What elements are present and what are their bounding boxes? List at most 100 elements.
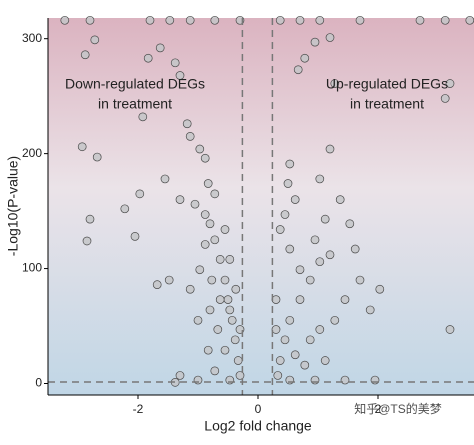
y-tick-label: 300 (22, 31, 42, 45)
point (285, 375, 295, 385)
point (315, 325, 325, 334)
point (340, 375, 350, 385)
y-tick-label: 200 (22, 146, 42, 160)
point (185, 132, 195, 141)
point (275, 356, 285, 365)
point (203, 179, 213, 188)
point (275, 225, 285, 234)
point (300, 53, 310, 63)
point (295, 15, 305, 25)
watermark: 知乎@TS的美梦 (354, 401, 442, 416)
x-tick-label: 2 (375, 402, 382, 416)
y-tick-label: 0 (35, 376, 42, 390)
point (143, 53, 153, 63)
point (210, 366, 220, 376)
point (227, 315, 237, 325)
point (310, 235, 320, 245)
point (315, 257, 325, 267)
point (325, 144, 335, 154)
point (203, 345, 213, 355)
point (345, 219, 355, 229)
point (185, 284, 195, 294)
point (185, 15, 195, 25)
point (205, 219, 215, 229)
point (135, 189, 145, 199)
point (325, 33, 335, 42)
point (320, 356, 330, 365)
point (300, 360, 310, 370)
point (355, 15, 365, 25)
point (445, 325, 455, 334)
point (165, 15, 175, 25)
point (290, 195, 300, 204)
point (193, 315, 203, 325)
point (90, 35, 100, 45)
point (365, 305, 375, 315)
point (200, 240, 210, 249)
point (350, 244, 360, 254)
point (340, 295, 350, 304)
point (280, 210, 290, 219)
point (85, 15, 95, 25)
point (120, 204, 130, 214)
point (182, 119, 192, 129)
point (290, 350, 300, 360)
point (330, 79, 340, 88)
point (155, 43, 165, 53)
x-axis-title: Log2 fold change (204, 418, 312, 434)
annotation: in treatment (350, 95, 424, 111)
plot-background (48, 18, 474, 395)
y-tick-label: 100 (22, 261, 42, 275)
point (293, 65, 303, 75)
point (220, 275, 230, 285)
point (310, 37, 320, 47)
point (213, 325, 223, 334)
point (80, 50, 90, 60)
point (275, 15, 285, 25)
point (77, 142, 87, 152)
point (315, 15, 325, 25)
annotation: Down-regulated DEGs (65, 75, 205, 91)
annotation: in treatment (98, 95, 172, 111)
point (273, 371, 283, 380)
point (152, 280, 162, 290)
point (305, 275, 315, 285)
point (220, 225, 230, 234)
y-axis-title: -Log10(P-value) (5, 156, 21, 256)
point (310, 375, 320, 385)
point (283, 179, 293, 188)
point (370, 375, 380, 385)
point (138, 112, 148, 122)
point (210, 189, 220, 199)
point (193, 375, 203, 385)
point (207, 275, 217, 285)
point (164, 275, 174, 285)
point (271, 295, 281, 304)
x-tick-label: 0 (255, 402, 262, 416)
point (170, 58, 180, 68)
point (82, 236, 92, 246)
point (130, 232, 140, 241)
point (195, 265, 205, 275)
point (235, 371, 245, 380)
point (190, 199, 200, 209)
point (285, 244, 295, 254)
point (230, 335, 240, 345)
point (92, 152, 102, 162)
point (223, 295, 233, 304)
point (175, 71, 185, 80)
point (85, 214, 95, 224)
point (335, 195, 345, 204)
point (175, 195, 185, 204)
point (325, 250, 335, 260)
point (205, 305, 215, 315)
point (415, 15, 425, 25)
x-tick-label: -2 (133, 402, 144, 416)
point (160, 174, 170, 184)
point (271, 325, 281, 334)
point (233, 356, 243, 365)
point (440, 15, 450, 25)
annotation: Up-regulated DEGs (326, 75, 448, 91)
point (175, 371, 185, 380)
point (375, 284, 385, 294)
